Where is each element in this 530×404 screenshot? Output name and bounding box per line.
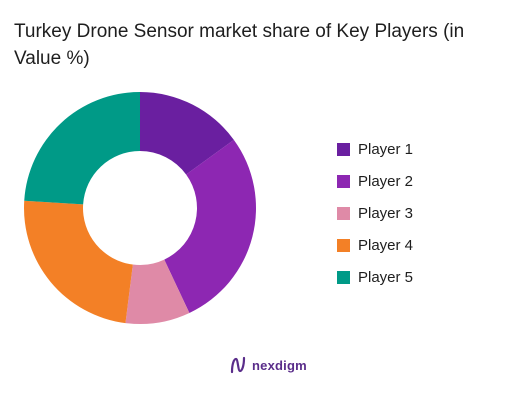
legend-item-player-3: Player 3: [337, 197, 413, 229]
legend-item-player-5: Player 5: [337, 261, 413, 293]
donut-slice-player-1: [140, 92, 234, 175]
legend-swatch-player-1: [337, 142, 350, 156]
legend-swatch-player-5: [337, 270, 350, 284]
chart-title: Turkey Drone Sensor market share of Key …: [14, 21, 465, 69]
donut-slice-player-4: [24, 200, 133, 324]
chart-legend: Player 1 Player 2 Player 3 Player 4 Play…: [337, 133, 413, 293]
brand-name: nexdigm: [252, 357, 307, 373]
brand-logo: nexdigm: [230, 356, 307, 374]
legend-swatch-player-4: [337, 238, 350, 252]
legend-swatch-player-3: [337, 206, 350, 220]
donut-slice-player-2: [164, 139, 256, 313]
nexdigm-logo-icon: [230, 356, 246, 374]
legend-label-player-3: Player 3: [358, 204, 414, 222]
legend-item-player-2: Player 2: [337, 165, 413, 197]
donut-slice-player-3: [125, 259, 190, 324]
legend-item-player-1: Player 1: [337, 133, 413, 165]
legend-label-player-2: Player 2: [358, 172, 414, 190]
legend-swatch-player-2: [337, 174, 350, 188]
legend-label-player-5: Player 5: [358, 268, 414, 286]
legend-label-player-4: Player 4: [358, 236, 414, 254]
legend-item-player-4: Player 4: [337, 229, 413, 261]
legend-label-player-1: Player 1: [358, 140, 414, 158]
donut-slice-player-5: [24, 92, 141, 205]
